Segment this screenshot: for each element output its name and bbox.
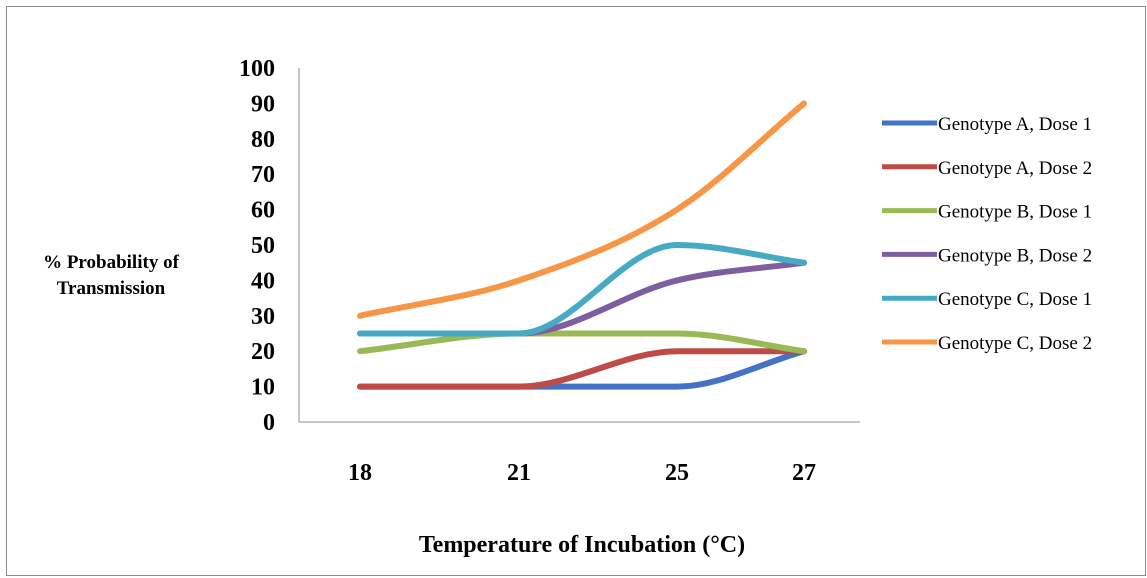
y-tick-label: 0 xyxy=(263,410,275,436)
y-tick-label: 80 xyxy=(251,127,275,153)
y-axis-title: Transmission xyxy=(57,278,166,299)
legend-label: Genotype A, Dose 2 xyxy=(938,158,1092,179)
plot-area xyxy=(298,68,860,423)
series-line-2 xyxy=(357,330,807,355)
chart-frame: Genotype A, Dose 1 Genotype A, Dose 2 Geno… xyxy=(6,6,1146,576)
series-lines xyxy=(357,100,807,390)
y-tick-label: 60 xyxy=(251,198,275,224)
legend-label: Genotype B, Dose 1 xyxy=(938,202,1092,223)
series-line-0 xyxy=(357,348,807,390)
y-tick-label: 30 xyxy=(251,304,275,330)
axis-labels: 0 10 20 30 40 50 60 70 80 90 100 18 21 25 27 Temperatur… xyxy=(43,56,816,558)
legend-label: Genotype C, Dose 2 xyxy=(938,333,1092,354)
y-tick-label: 50 xyxy=(251,233,275,259)
legend-label: Genotype A, Dose 1 xyxy=(938,114,1092,135)
line-chart: Genotype A, Dose 1 Genotype A, Dose 2 Geno… xyxy=(43,56,1092,558)
legend-label: Genotype C, Dose 1 xyxy=(938,289,1092,310)
y-tick-label: 10 xyxy=(251,375,275,401)
x-tick-label: 25 xyxy=(665,460,689,486)
y-tick-label: 40 xyxy=(251,268,275,294)
legend-label: Genotype B, Dose 2 xyxy=(938,245,1092,266)
x-tick-label: 18 xyxy=(348,460,372,486)
y-tick-label: 20 xyxy=(251,339,275,365)
series-line-1 xyxy=(357,348,807,390)
series-line-5 xyxy=(357,100,807,319)
x-tick-label: 21 xyxy=(507,460,531,486)
x-axis-title: Temperature of Incubation (°C) xyxy=(419,532,745,558)
legend: Genotype A, Dose 1 Genotype A, Dose 2 Geno… xyxy=(882,114,1092,354)
series-line-4 xyxy=(357,242,807,337)
y-axis-title: % Probability of xyxy=(43,252,179,273)
y-tick-label: 90 xyxy=(251,91,275,117)
x-tick-label: 27 xyxy=(792,460,816,486)
y-tick-label: 70 xyxy=(251,162,275,188)
series-line-3 xyxy=(357,259,807,337)
y-tick-label: 100 xyxy=(239,56,275,82)
